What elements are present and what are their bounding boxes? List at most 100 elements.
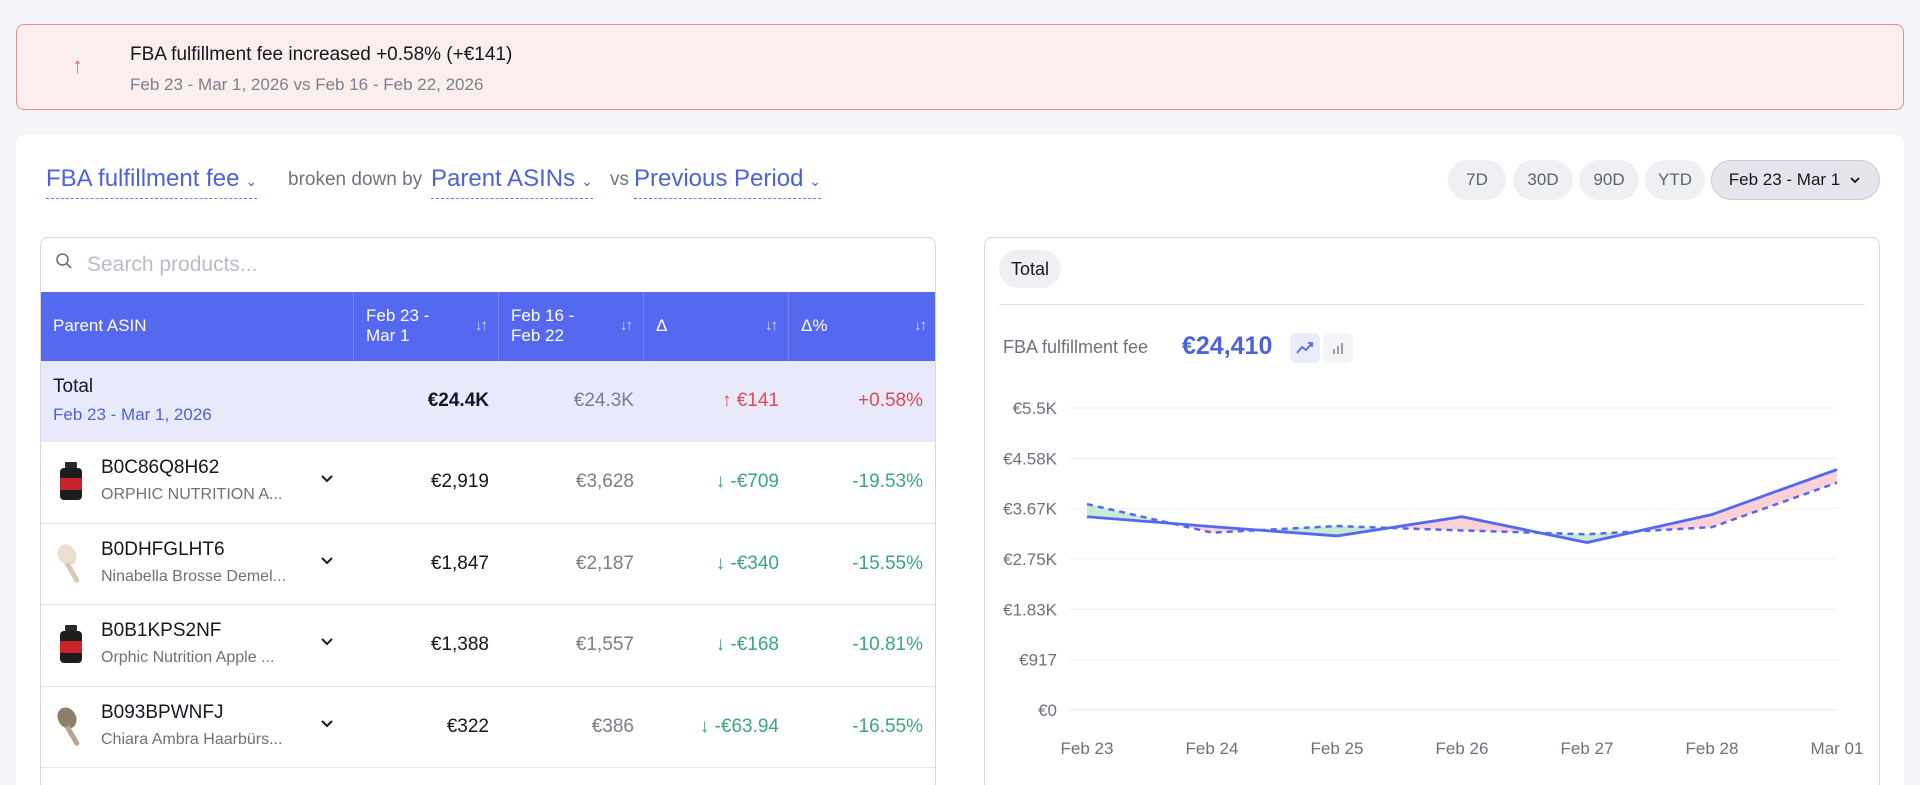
table-header: Parent ASIN Feb 23 - Mar 1 ↓↑ Feb 16 - F… [41,292,935,361]
sort-icon: ↓↑ [475,317,488,334]
total-label: Total [53,376,94,397]
product-brush-thumbnail [57,544,80,583]
column-header-parent-asin[interactable]: Parent ASIN [41,292,354,361]
y-tick-label: €3.67K [1003,500,1058,519]
row-delta: ↓ -€168 [715,634,779,655]
x-tick-label: Feb 25 [1311,739,1364,758]
line-chart-toggle[interactable] [1290,333,1320,363]
y-tick-label: €917 [1019,651,1057,670]
connector-vs: vs [610,169,629,190]
column-header-delta-percent[interactable]: Δ% ↓↑ [801,316,927,335]
arrow-up-icon: ↑ [72,53,83,78]
table-row[interactable]: B093BPWNFJ Chiara Ambra Haarbürs... €322… [41,687,935,768]
row-delta: ↓ -€709 [715,471,779,492]
date-range-picker[interactable]: Feb 23 - Mar 1 [1711,160,1880,200]
row-previous: €386 [591,716,634,737]
row-current: €1,847 [430,553,489,574]
divider [999,304,1865,305]
row-previous: €1,557 [575,634,634,655]
search-bar [41,238,935,292]
chevron-down-icon: ⌄ [581,173,593,189]
sort-icon: ↓↑ [765,317,778,334]
y-tick-label: €2.75K [1003,550,1058,569]
search-icon [56,253,72,269]
range-30d-button[interactable]: 30D [1513,160,1573,200]
chevron-down-icon: ⌄ [245,173,258,189]
dimension-selector-label: Parent ASINs [431,165,576,192]
tab-total[interactable]: Total [999,250,1062,288]
x-tick-label: Feb 24 [1186,739,1239,758]
product-asin: B0DHFGLHT6 [101,539,225,560]
alert-subtitle: Feb 23 - Mar 1, 2026 vs Feb 16 - Feb 22,… [130,75,484,94]
y-tick-label: €1.83K [1003,600,1058,619]
product-name: Chiara Ambra Haarbürs... [101,731,283,748]
column-header-previous-period[interactable]: Feb 16 - Feb 22 ↓↑ [499,292,644,361]
products-table-panel: Parent ASIN Feb 23 - Mar 1 ↓↑ Feb 16 - F… [40,237,936,785]
product-name: ORPHIC NUTRITION A... [101,486,283,503]
metric-selector-label: FBA fulfillment fee [46,165,240,192]
row-current: €1,388 [430,634,489,655]
table-total-row: Total Feb 23 - Mar 1, 2026 €24.4K €24.3K… [41,361,935,442]
total-period: Feb 23 - Mar 1, 2026 [53,405,212,424]
comparison-selector[interactable]: Previous Period ⌄ [634,165,822,199]
dimension-selector[interactable]: Parent ASINs ⌄ [431,165,593,199]
row-previous: €3,628 [575,471,634,492]
bar-chart-toggle[interactable] [1323,333,1353,363]
chevron-down-icon[interactable] [317,468,337,488]
column-header-current-period[interactable]: Feb 23 - Mar 1 ↓↑ [354,292,499,361]
range-7d-button[interactable]: 7D [1448,160,1506,200]
search-input[interactable] [87,246,887,284]
chevron-down-icon: ⌄ [809,173,822,189]
bar-chart-icon [1333,343,1343,354]
row-current: €2,919 [430,471,489,492]
metric-selector[interactable]: FBA fulfillment fee ⌄ [46,165,258,199]
current-period-line [1086,468,1838,544]
x-tick-label: Feb 26 [1436,739,1489,758]
x-tick-label: Feb 27 [1561,739,1614,758]
difference-area [1712,469,1837,528]
line-chart: €0 €917 €1.83K €2.75K €3.67K €4.58K €5.5K Feb 2… [1003,399,1864,758]
chart-metric-label: FBA fulfillment fee [1003,337,1149,357]
x-tick-label: Feb 28 [1686,739,1739,758]
table-row[interactable]: B0B1KPS2NF Orphic Nutrition Apple ... €1… [41,605,935,687]
y-tick-label: €0 [1038,701,1057,720]
row-previous: €2,187 [575,553,634,574]
range-90d-button[interactable]: 90D [1579,160,1639,200]
previous-period-line [1086,481,1838,536]
row-delta-percent: -16.55% [852,716,923,737]
x-tick-label: Mar 01 [1811,739,1864,758]
x-tick-label: Feb 23 [1061,739,1114,758]
product-bottle-thumbnail [60,625,82,663]
total-delta: ↑ €141 [721,390,779,411]
row-delta-percent: -19.53% [852,471,923,492]
total-current: €24.4K [427,390,489,411]
product-asin: B0C86Q8H62 [101,457,220,478]
comparison-selector-label: Previous Period [634,165,804,192]
product-bottle-thumbnail [60,462,82,500]
chevron-down-icon[interactable] [317,713,337,733]
connector-broken-down-by: broken down by [288,169,423,190]
alert-title: FBA fulfillment fee increased +0.58% (+€… [130,44,513,65]
difference-area [1462,516,1541,533]
table-row[interactable]: B0C86Q8H62 ORPHIC NUTRITION A... €2,919 … [41,442,935,524]
row-delta-percent: -10.81% [852,634,923,655]
product-asin: B093BPWNFJ [101,702,224,723]
sort-icon: ↓↑ [620,317,633,334]
column-header-delta[interactable]: Δ ↓↑ [644,292,789,361]
chevron-down-icon [1850,177,1860,184]
chevron-down-icon[interactable] [317,550,337,570]
product-name: Orphic Nutrition Apple ... [101,649,275,666]
table-row[interactable]: B0DHFGLHT6 Ninabella Brosse Demel... €1,… [41,524,935,605]
row-delta-percent: -15.55% [852,553,923,574]
alert-banner: ↑ FBA fulfillment fee increased +0.58% (… [16,24,1904,110]
row-delta: ↓ -€340 [715,553,779,574]
range-ytd-button[interactable]: YTD [1645,160,1705,200]
row-current: €322 [446,716,489,737]
y-tick-label: €4.58K [1003,449,1058,468]
total-previous: €24.3K [573,390,634,411]
y-tick-label: €5.5K [1013,399,1058,418]
chart-panel: Total FBA fulfillment fee €24,410 €0 €917… [984,237,1880,785]
chart-metric-value: €24,410 [1182,332,1273,360]
product-asin: B0B1KPS2NF [101,620,222,641]
chevron-down-icon[interactable] [317,631,337,651]
